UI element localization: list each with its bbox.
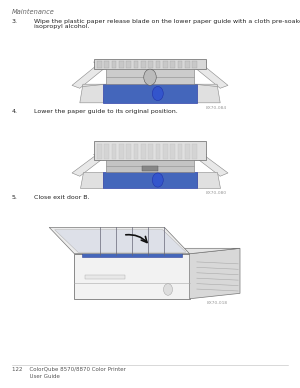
FancyBboxPatch shape xyxy=(97,61,102,68)
FancyBboxPatch shape xyxy=(112,61,116,68)
FancyBboxPatch shape xyxy=(104,144,109,159)
FancyBboxPatch shape xyxy=(103,172,197,188)
FancyBboxPatch shape xyxy=(94,59,206,69)
FancyBboxPatch shape xyxy=(185,61,190,68)
FancyBboxPatch shape xyxy=(141,144,146,159)
Circle shape xyxy=(152,87,163,100)
FancyBboxPatch shape xyxy=(192,144,197,159)
FancyBboxPatch shape xyxy=(104,61,109,68)
FancyBboxPatch shape xyxy=(141,61,146,68)
Polygon shape xyxy=(197,156,228,176)
Circle shape xyxy=(144,69,156,85)
Circle shape xyxy=(164,284,172,295)
FancyBboxPatch shape xyxy=(156,61,160,68)
Text: 4.: 4. xyxy=(12,109,18,114)
Text: 8X70-018: 8X70-018 xyxy=(207,301,228,305)
Text: 8X70-084: 8X70-084 xyxy=(206,106,226,110)
Text: 8X70-080: 8X70-080 xyxy=(206,191,226,195)
Polygon shape xyxy=(74,248,240,254)
FancyBboxPatch shape xyxy=(112,144,116,159)
FancyBboxPatch shape xyxy=(142,166,158,171)
FancyBboxPatch shape xyxy=(94,141,206,160)
FancyBboxPatch shape xyxy=(82,251,182,257)
FancyBboxPatch shape xyxy=(148,61,153,68)
Text: 3.: 3. xyxy=(12,19,18,24)
Polygon shape xyxy=(72,156,103,176)
Polygon shape xyxy=(190,248,240,299)
Polygon shape xyxy=(49,227,190,254)
FancyBboxPatch shape xyxy=(97,144,102,159)
FancyBboxPatch shape xyxy=(119,61,124,68)
FancyBboxPatch shape xyxy=(106,160,194,172)
FancyBboxPatch shape xyxy=(185,144,190,159)
FancyBboxPatch shape xyxy=(156,144,160,159)
Polygon shape xyxy=(194,84,220,103)
FancyBboxPatch shape xyxy=(178,144,182,159)
FancyBboxPatch shape xyxy=(134,61,138,68)
Polygon shape xyxy=(194,64,228,88)
FancyBboxPatch shape xyxy=(163,61,168,68)
Polygon shape xyxy=(197,172,220,188)
Text: 122    ColorQube 8570/8870 Color Printer: 122 ColorQube 8570/8870 Color Printer xyxy=(12,367,126,372)
Polygon shape xyxy=(80,84,106,103)
FancyBboxPatch shape xyxy=(192,61,197,68)
Text: Close exit door B.: Close exit door B. xyxy=(34,195,90,200)
Polygon shape xyxy=(80,172,103,188)
FancyBboxPatch shape xyxy=(148,144,153,159)
Text: User Guide: User Guide xyxy=(12,374,60,379)
Text: 5.: 5. xyxy=(12,195,18,200)
Polygon shape xyxy=(74,254,190,299)
Text: Maintenance: Maintenance xyxy=(12,9,55,14)
Polygon shape xyxy=(72,64,106,88)
FancyBboxPatch shape xyxy=(126,61,131,68)
FancyBboxPatch shape xyxy=(134,144,138,159)
FancyBboxPatch shape xyxy=(170,144,175,159)
FancyBboxPatch shape xyxy=(178,61,182,68)
FancyBboxPatch shape xyxy=(170,61,175,68)
FancyBboxPatch shape xyxy=(163,144,168,159)
FancyBboxPatch shape xyxy=(103,84,197,103)
FancyBboxPatch shape xyxy=(119,144,124,159)
FancyBboxPatch shape xyxy=(106,69,194,84)
Text: Lower the paper guide to its original position.: Lower the paper guide to its original po… xyxy=(34,109,178,114)
FancyBboxPatch shape xyxy=(85,275,125,279)
Text: Wipe the plastic paper release blade on the lower paper guide with a cloth pre-s: Wipe the plastic paper release blade on … xyxy=(34,19,300,29)
FancyBboxPatch shape xyxy=(126,144,131,159)
Circle shape xyxy=(152,173,163,187)
Polygon shape xyxy=(55,230,186,252)
